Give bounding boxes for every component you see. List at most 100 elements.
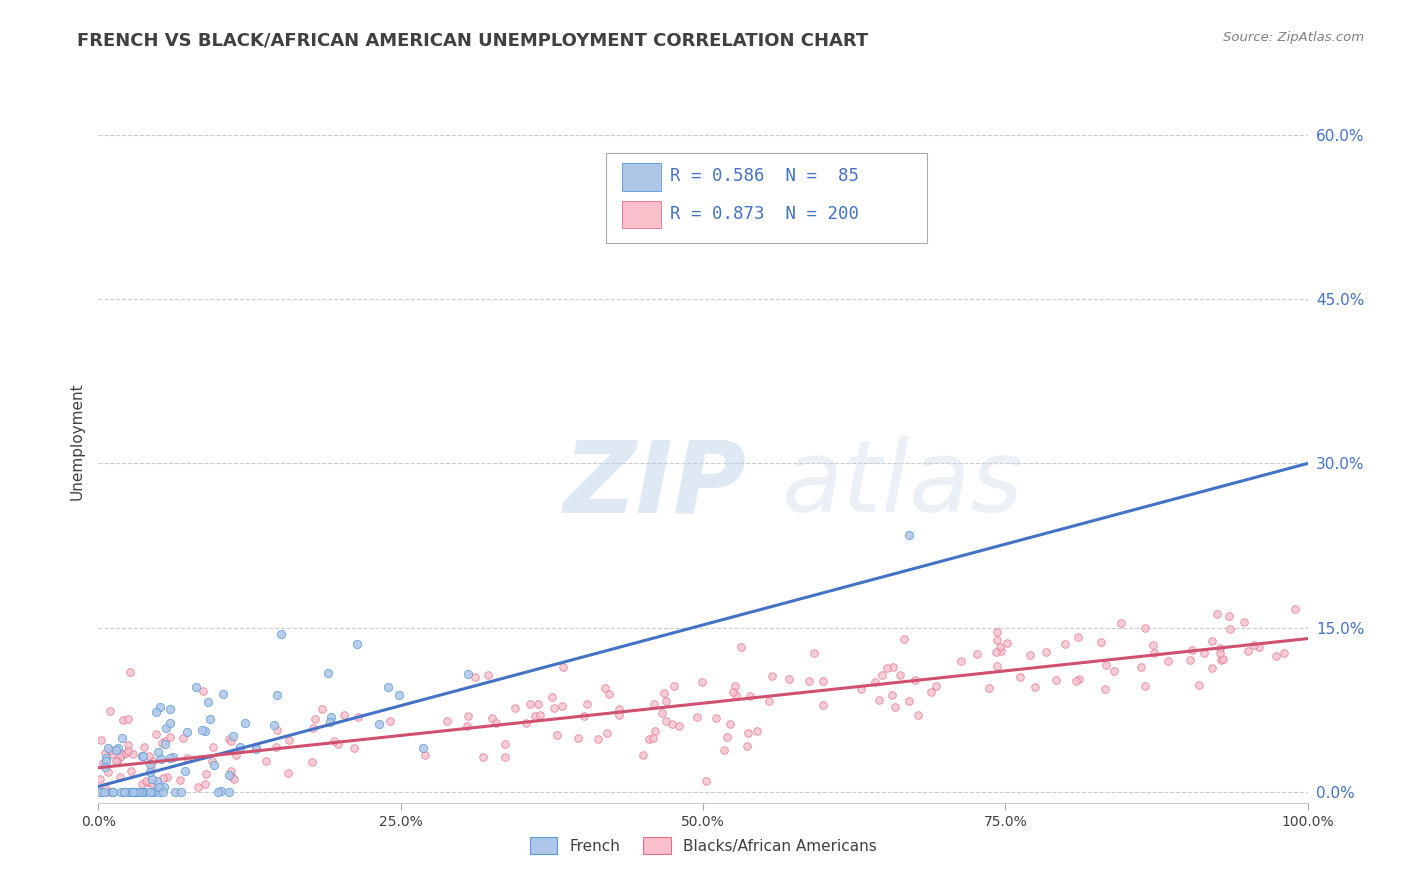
Point (266, 740, 288, 755)
Point (112, 785, 135, 799)
Point (89, 785, 111, 799)
Point (194, 777, 217, 791)
Point (93, 756, 115, 770)
Point (1205, 607, 1227, 621)
Point (138, 775, 160, 789)
Point (977, 681, 1000, 696)
Point (986, 625, 1008, 640)
Point (1243, 638, 1265, 652)
Point (202, 739, 225, 754)
Point (159, 730, 181, 744)
Point (319, 714, 342, 729)
Point (110, 785, 132, 799)
Point (586, 732, 609, 747)
Bar (621, 201, 661, 228)
Point (1133, 621, 1156, 635)
FancyBboxPatch shape (606, 153, 927, 243)
Point (187, 780, 209, 794)
Point (477, 668, 499, 682)
Point (661, 716, 683, 731)
Point (457, 709, 479, 723)
Point (737, 726, 759, 740)
Point (641, 731, 664, 745)
Point (849, 682, 872, 697)
Point (920, 685, 942, 699)
Point (148, 785, 170, 799)
Point (122, 747, 145, 761)
Point (145, 783, 167, 797)
Point (266, 723, 288, 737)
Point (120, 665, 142, 679)
Point (897, 527, 920, 541)
Text: Source: ZipAtlas.com: Source: ZipAtlas.com (1223, 31, 1364, 45)
Point (159, 701, 181, 715)
Point (149, 700, 172, 714)
Point (343, 741, 366, 756)
Point (1237, 644, 1260, 658)
Point (596, 726, 619, 740)
Point (988, 640, 1011, 654)
Point (224, 772, 246, 786)
Point (139, 765, 162, 780)
Point (122, 785, 145, 799)
Point (117, 712, 139, 726)
Point (907, 707, 929, 722)
Point (122, 784, 145, 798)
Text: FRENCH VS BLACK/AFRICAN AMERICAN UNEMPLOYMENT CORRELATION CHART: FRENCH VS BLACK/AFRICAN AMERICAN UNEMPLO… (77, 31, 869, 49)
Point (328, 737, 350, 751)
Point (651, 706, 673, 720)
Point (811, 673, 834, 688)
Text: atlas: atlas (782, 436, 1024, 533)
Point (159, 751, 181, 765)
Point (114, 746, 136, 760)
Point (125, 785, 148, 799)
Point (155, 737, 177, 751)
Point (1142, 638, 1164, 652)
Point (263, 718, 285, 732)
Point (165, 785, 187, 799)
Point (201, 755, 224, 769)
Point (118, 785, 141, 799)
Point (655, 694, 678, 708)
Point (218, 785, 240, 799)
Point (1109, 615, 1132, 630)
Point (94, 760, 117, 774)
Point (1209, 646, 1232, 660)
Point (172, 731, 194, 746)
Point (90, 732, 112, 747)
Point (176, 751, 198, 765)
Point (457, 667, 479, 681)
Point (898, 694, 921, 708)
Point (211, 688, 233, 702)
Point (503, 701, 526, 715)
Point (89, 772, 111, 786)
Point (233, 716, 256, 731)
Point (745, 724, 768, 739)
Point (101, 785, 124, 799)
Point (153, 733, 176, 747)
Point (1142, 646, 1164, 660)
Point (105, 754, 128, 768)
Point (191, 723, 214, 737)
Point (90, 785, 112, 799)
Point (643, 697, 665, 711)
Point (155, 722, 177, 736)
Point (1201, 634, 1223, 648)
Point (266, 689, 288, 703)
Point (346, 637, 368, 651)
Point (721, 685, 744, 699)
Point (111, 731, 134, 745)
Point (134, 740, 156, 755)
Point (132, 785, 155, 799)
Point (713, 742, 735, 756)
Point (131, 777, 153, 791)
Point (316, 666, 339, 681)
Point (93, 785, 115, 799)
Point (120, 785, 142, 799)
Point (655, 714, 678, 729)
Point (1094, 658, 1116, 673)
Text: R = 0.586  N =  85: R = 0.586 N = 85 (671, 168, 859, 186)
Point (880, 688, 903, 702)
Point (142, 754, 165, 768)
Point (986, 645, 1008, 659)
